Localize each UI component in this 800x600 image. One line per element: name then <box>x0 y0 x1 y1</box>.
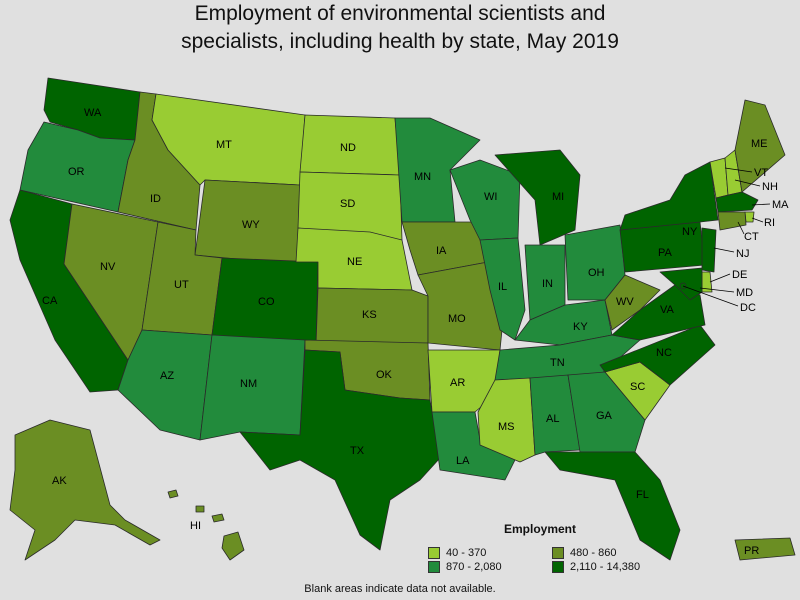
label-ks: KS <box>362 309 377 321</box>
state-ct[interactable] <box>717 211 747 231</box>
legend-item-2: 480 - 860 <box>552 547 616 559</box>
legend-item-3: 870 - 2,080 <box>428 561 502 573</box>
label-nm: NM <box>240 378 257 390</box>
leader-ct <box>737 221 745 235</box>
label-nd: ND <box>340 142 356 154</box>
label-nc: NC <box>656 347 672 359</box>
label-ct: CT <box>744 231 759 243</box>
label-id: ID <box>150 193 161 205</box>
label-la: LA <box>456 455 470 467</box>
state-tx[interactable] <box>239 349 441 551</box>
leader-md <box>699 287 735 293</box>
label-oh: OH <box>588 267 605 279</box>
label-ma: MA <box>772 199 789 211</box>
label-ms: MS <box>498 421 515 433</box>
label-ut: UT <box>174 279 189 291</box>
label-wy: WY <box>242 219 260 231</box>
state-hi-2[interactable] <box>195 505 205 513</box>
label-vt: VT <box>754 167 768 179</box>
state-hi-1[interactable] <box>167 489 179 499</box>
state-hi-4[interactable] <box>221 531 245 561</box>
label-mo: MO <box>448 313 466 325</box>
legend-swatch-1 <box>428 547 440 559</box>
label-wi: WI <box>484 191 497 203</box>
state-hi-3[interactable] <box>211 513 225 523</box>
state-nj[interactable] <box>701 227 717 273</box>
map-legend: Employment 40 - 370 480 - 860 870 - 2,08… <box>428 520 678 576</box>
label-ri: RI <box>764 217 775 229</box>
state-labels: WA OR CA NV ID MT WY UT AZ CO NM ND SD N… <box>42 107 789 557</box>
label-nv: NV <box>100 261 116 273</box>
label-ar: AR <box>450 377 465 389</box>
state-ga[interactable] <box>567 371 646 453</box>
legend-label-4: 2,110 - 14,380 <box>570 561 641 573</box>
state-ny[interactable] <box>619 161 719 231</box>
state-pr[interactable] <box>734 537 796 561</box>
state-mi[interactable] <box>494 149 581 246</box>
legend-item-4: 2,110 - 14,380 <box>552 561 640 573</box>
label-wv: WV <box>616 296 634 308</box>
label-mi: MI <box>552 191 564 203</box>
state-ri[interactable] <box>744 211 755 223</box>
label-il: IL <box>498 281 507 293</box>
label-co: CO <box>258 296 275 308</box>
label-wa: WA <box>84 107 102 119</box>
legend-label-3: 870 - 2,080 <box>446 561 502 573</box>
label-or: OR <box>68 166 85 178</box>
legend-swatch-3 <box>428 561 440 573</box>
label-tn: TN <box>550 357 565 369</box>
leader-dc <box>682 285 739 307</box>
label-pr: PR <box>744 545 759 557</box>
label-mn: MN <box>414 171 431 183</box>
label-fl: FL <box>636 489 649 501</box>
map-title-line1: Employment of environmental scientists a… <box>194 2 606 25</box>
leader-de <box>709 273 731 283</box>
label-ne: NE <box>347 256 362 268</box>
label-az: AZ <box>160 370 174 382</box>
state-ak[interactable] <box>9 419 161 561</box>
footnote: Blank areas indicate data not available. <box>304 583 496 595</box>
label-dc: DC <box>740 302 756 314</box>
legend-title: Employment <box>504 522 577 536</box>
map-title: Employment of environmental scientists a… <box>0 0 800 56</box>
label-ga: GA <box>596 410 613 422</box>
label-nh: NH <box>762 181 778 193</box>
leader-nh <box>734 179 761 187</box>
label-nj: NJ <box>736 248 749 260</box>
label-sc: SC <box>630 381 645 393</box>
label-va: VA <box>660 304 675 316</box>
label-mt: MT <box>216 139 232 151</box>
label-ky: KY <box>573 321 588 333</box>
leader-ma <box>751 203 771 206</box>
label-ny: NY <box>682 226 698 238</box>
legend-label-2: 480 - 860 <box>570 547 617 559</box>
label-ia: IA <box>436 245 447 257</box>
label-al: AL <box>546 413 559 425</box>
state-fl[interactable] <box>544 451 681 561</box>
leader-ri <box>751 217 764 223</box>
state-me[interactable] <box>734 99 786 193</box>
label-ca: CA <box>42 295 58 307</box>
label-in: IN <box>542 278 553 290</box>
leader-nj <box>713 247 735 253</box>
legend-label-1: 40 - 370 <box>446 547 487 559</box>
label-tx: TX <box>350 445 365 457</box>
label-me: ME <box>751 138 768 150</box>
legend-swatch-4 <box>552 561 564 573</box>
label-ok: OK <box>376 369 393 381</box>
state-wv[interactable] <box>604 274 661 331</box>
label-sd: SD <box>340 198 355 210</box>
label-md: MD <box>736 287 753 299</box>
leader-vt <box>724 167 753 173</box>
legend-item-1: 40 - 370 <box>428 547 486 559</box>
map-title-line2: specialists, including health by state, … <box>181 30 619 53</box>
legend-swatch-2 <box>552 547 564 559</box>
state-al[interactable] <box>529 374 581 456</box>
label-ak: AK <box>52 475 67 487</box>
label-de: DE <box>732 269 747 281</box>
label-pa: PA <box>658 247 673 259</box>
label-hi: HI <box>190 520 201 532</box>
